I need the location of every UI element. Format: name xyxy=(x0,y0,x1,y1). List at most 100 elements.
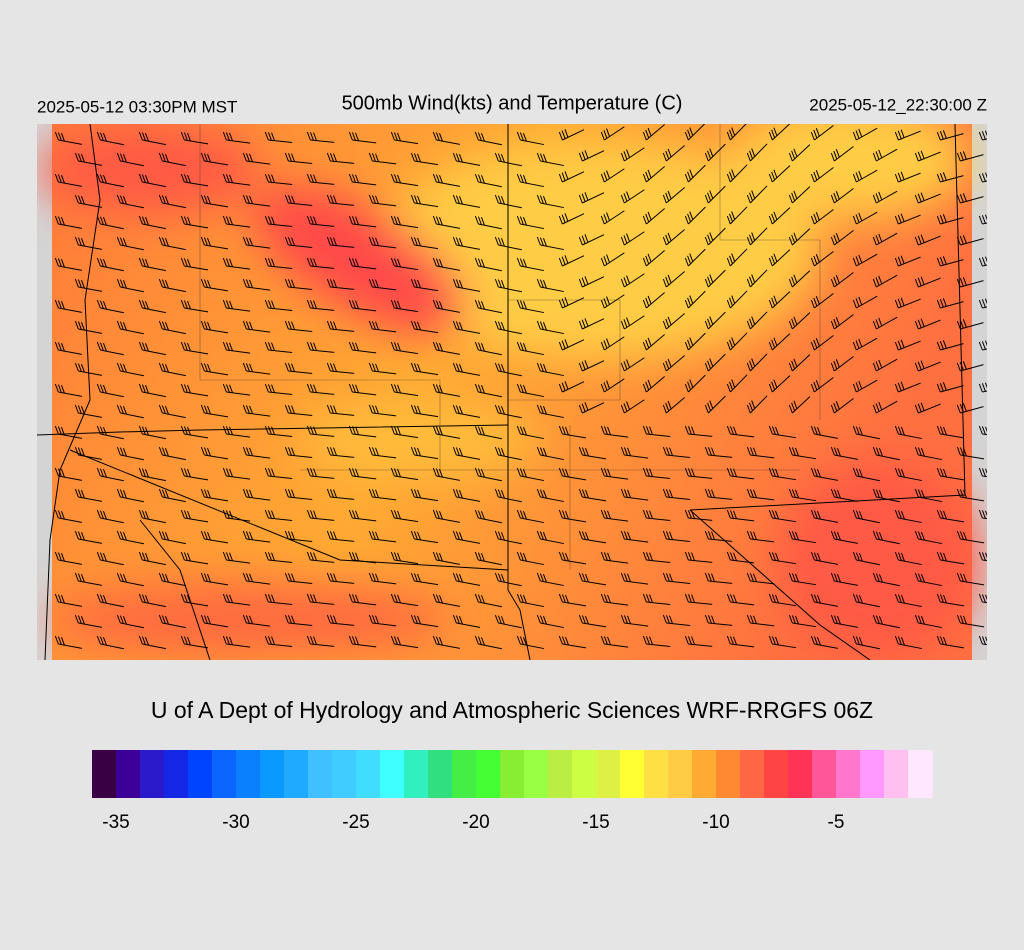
barb-flag xyxy=(116,404,121,414)
barb-flag xyxy=(788,488,793,498)
barb-flag xyxy=(788,362,793,372)
barb-flag xyxy=(229,636,233,645)
barb-flag xyxy=(480,511,485,520)
barb-staff xyxy=(520,559,544,566)
barb-flag xyxy=(141,342,146,351)
barb-flag xyxy=(348,299,353,309)
barb-flag xyxy=(627,489,631,498)
barb-staff xyxy=(414,622,439,628)
barb-flag xyxy=(99,468,104,477)
barb-flag xyxy=(768,383,773,393)
barb-flag xyxy=(852,131,857,141)
barb-flag xyxy=(438,342,443,352)
barb-flag xyxy=(603,256,608,265)
barb-flag xyxy=(141,594,146,603)
barb-flag xyxy=(539,279,544,288)
barb-flag xyxy=(584,402,589,411)
barb-flag xyxy=(542,280,547,289)
barb-flag xyxy=(242,572,247,582)
barb-staff xyxy=(856,253,878,267)
barb-flag xyxy=(164,448,169,457)
barb-staff xyxy=(414,160,439,166)
barb-flag xyxy=(60,510,65,520)
barb-staff xyxy=(876,316,898,330)
barb-flag xyxy=(144,259,149,268)
barb-flag xyxy=(80,615,85,625)
barb-flag xyxy=(116,278,121,288)
barb-flag xyxy=(835,275,840,284)
barb-flag xyxy=(207,363,211,373)
barb-flag xyxy=(939,594,944,603)
barb-flag xyxy=(329,321,334,330)
barb-flag xyxy=(222,257,227,267)
barb-flag xyxy=(768,173,773,183)
barb-flag xyxy=(99,258,104,267)
barb-flag xyxy=(751,190,756,199)
barb-staff xyxy=(562,339,585,351)
color-bin xyxy=(428,750,453,798)
barb-flag xyxy=(649,636,654,645)
barb-flag xyxy=(726,425,731,435)
barb-flag xyxy=(578,320,583,330)
barb-flag xyxy=(413,195,418,204)
barb-flag xyxy=(836,615,841,625)
barb-flag xyxy=(164,532,169,541)
barb-staff xyxy=(814,643,839,649)
barb-flag xyxy=(245,531,250,540)
barb-flag xyxy=(855,214,860,223)
barb-staff xyxy=(100,391,124,398)
barb-staff xyxy=(162,244,186,251)
barb-flag xyxy=(920,490,925,499)
barb-flag xyxy=(494,152,499,162)
barb-staff xyxy=(478,223,502,230)
barb-flag xyxy=(516,383,521,393)
barb-staff xyxy=(898,172,921,183)
barb-staff xyxy=(624,231,645,246)
barb-flag xyxy=(494,362,499,372)
barb-flag xyxy=(291,237,296,246)
barb-flag xyxy=(60,552,65,562)
barb-flag xyxy=(667,316,672,326)
barb-flag xyxy=(500,364,505,373)
barb-staff xyxy=(1002,366,1024,371)
barb-flag xyxy=(833,615,838,624)
barb-flag xyxy=(942,256,947,265)
barb-flag xyxy=(99,342,104,351)
barb-flag xyxy=(749,573,754,582)
barb-flag xyxy=(393,384,398,393)
barb-staff xyxy=(310,433,335,437)
barb-flag xyxy=(711,573,716,582)
barb-flag xyxy=(393,174,398,183)
barb-flag xyxy=(141,258,146,267)
barb-flag xyxy=(57,216,62,225)
barb-flag xyxy=(768,593,773,603)
barb-flag xyxy=(207,489,211,499)
barb-flag xyxy=(119,363,124,372)
barb-flag xyxy=(959,615,964,624)
barb-flag xyxy=(375,153,379,162)
barb-staff xyxy=(226,517,251,522)
barb-staff xyxy=(856,517,880,524)
barb-flag xyxy=(410,530,415,540)
barb-flag xyxy=(410,152,415,162)
barb-flag xyxy=(642,509,647,519)
barb-staff xyxy=(582,622,607,628)
barb-staff xyxy=(960,538,985,544)
barb-flag xyxy=(813,510,818,519)
barb-flag xyxy=(116,320,121,330)
barb-flag xyxy=(578,488,583,498)
barb-flag xyxy=(497,195,502,204)
barb-staff xyxy=(184,643,209,649)
barb-flag xyxy=(474,299,479,309)
barb-flag xyxy=(565,426,569,436)
barb-staff xyxy=(730,517,755,522)
barb-staff xyxy=(520,517,544,524)
barb-flag xyxy=(393,594,398,603)
barb-staff xyxy=(624,580,649,585)
barb-flag xyxy=(815,380,820,389)
barb-flag xyxy=(645,510,650,519)
barb-flag xyxy=(287,279,292,288)
barb-staff xyxy=(352,139,377,144)
barb-flag xyxy=(920,574,925,583)
barb-staff xyxy=(1002,156,1024,161)
